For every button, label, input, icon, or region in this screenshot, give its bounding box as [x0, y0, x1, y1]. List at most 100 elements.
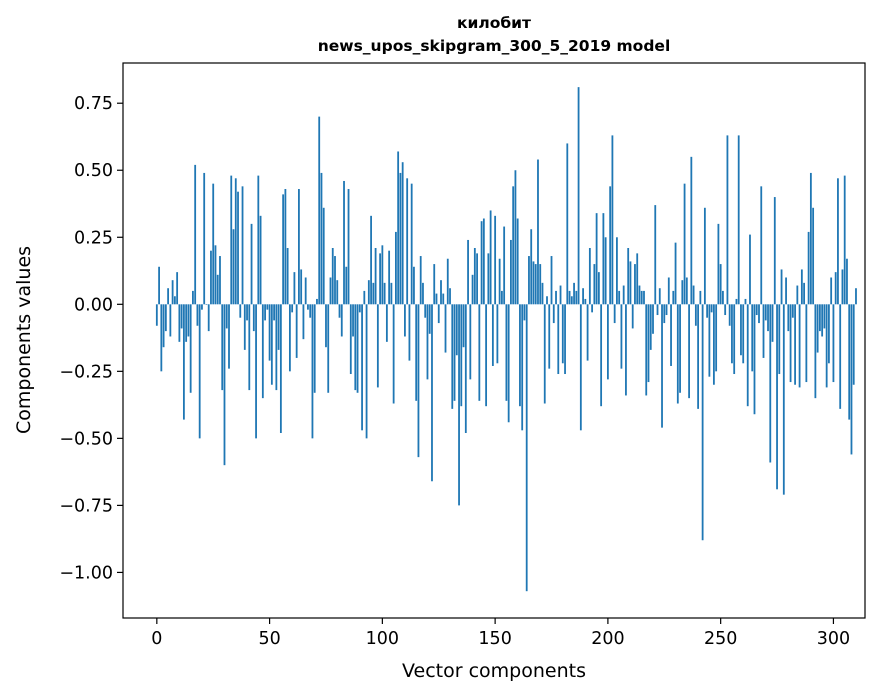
bar: [478, 304, 481, 401]
bar: [733, 304, 736, 375]
bar: [762, 304, 765, 358]
bar: [821, 304, 824, 337]
bar: [410, 183, 413, 305]
bar: [663, 304, 666, 324]
bar: [830, 277, 833, 305]
bar: [532, 261, 535, 305]
bar: [629, 261, 632, 305]
bar: [500, 290, 503, 305]
bar: [376, 304, 379, 388]
bar: [329, 277, 332, 305]
bar: [846, 258, 848, 305]
x-tick-label: 100: [366, 629, 399, 649]
bar: [771, 304, 774, 342]
bar: [442, 293, 445, 305]
bar: [780, 269, 783, 305]
bar: [688, 304, 690, 399]
bar: [546, 296, 548, 305]
bar: [440, 280, 442, 305]
bar: [767, 304, 769, 332]
bar: [512, 186, 515, 305]
bar: [185, 304, 188, 342]
bar: [507, 304, 510, 423]
bar: [458, 304, 460, 506]
bar: [737, 135, 740, 305]
bar: [701, 304, 704, 541]
bar: [778, 304, 781, 375]
bar: [550, 256, 553, 305]
bar: [740, 304, 742, 356]
bar: [832, 304, 835, 383]
bar: [252, 304, 255, 332]
bar: [365, 304, 368, 439]
bar: [467, 239, 469, 305]
bar: [293, 272, 296, 305]
bar: [349, 304, 352, 375]
bar: [216, 274, 219, 305]
bar: [528, 256, 530, 305]
bar: [155, 304, 158, 326]
bars-group: [155, 87, 857, 592]
bar: [715, 304, 718, 372]
bar: [361, 304, 363, 431]
bar: [449, 288, 451, 305]
bar: [219, 256, 221, 305]
bar: [749, 234, 751, 305]
bar: [519, 304, 521, 407]
bar: [744, 298, 747, 305]
bar: [616, 237, 618, 305]
bar: [205, 304, 208, 305]
bar: [717, 223, 720, 305]
bar: [338, 304, 341, 318]
bar: [210, 250, 212, 305]
bar: [180, 304, 183, 329]
bar: [356, 304, 359, 393]
bar: [178, 304, 181, 342]
plot-frame: [122, 62, 866, 619]
bar: [435, 293, 438, 305]
bar: [406, 178, 409, 305]
bar: [577, 87, 580, 305]
bar: [358, 304, 361, 313]
bar: [394, 231, 397, 305]
bar: [654, 205, 657, 305]
bar: [755, 304, 758, 316]
bar: [643, 290, 645, 305]
bar: [837, 178, 839, 305]
x-tick-label: 200: [591, 629, 624, 649]
bar: [291, 304, 294, 313]
bar: [392, 304, 395, 404]
bar: [753, 304, 756, 415]
bar: [814, 304, 817, 399]
bar: [561, 304, 564, 364]
bar: [363, 290, 366, 305]
bar: [223, 304, 226, 466]
bar: [343, 180, 345, 305]
bar: [428, 304, 431, 334]
bar: [555, 290, 557, 305]
bar: [719, 264, 722, 305]
bar: [848, 304, 851, 420]
bar: [850, 304, 853, 455]
y-axis-label: Components values: [13, 246, 35, 434]
bar: [419, 256, 422, 305]
bar: [268, 304, 271, 361]
bar: [257, 175, 260, 305]
bar: [516, 218, 519, 305]
bar: [530, 229, 533, 305]
bar: [264, 304, 266, 321]
bar: [304, 277, 307, 305]
x-axis-ticks: 0 50 100 150 200 250 300: [151, 618, 850, 649]
bar: [694, 304, 697, 326]
bar: [194, 164, 197, 305]
bar: [316, 298, 318, 305]
bar: [451, 304, 454, 409]
bar: [415, 304, 418, 401]
bar: [785, 277, 787, 305]
bar: [697, 304, 700, 409]
bar: [413, 266, 415, 305]
bar: [381, 245, 384, 305]
bar: [658, 288, 661, 305]
bar: [485, 304, 488, 407]
